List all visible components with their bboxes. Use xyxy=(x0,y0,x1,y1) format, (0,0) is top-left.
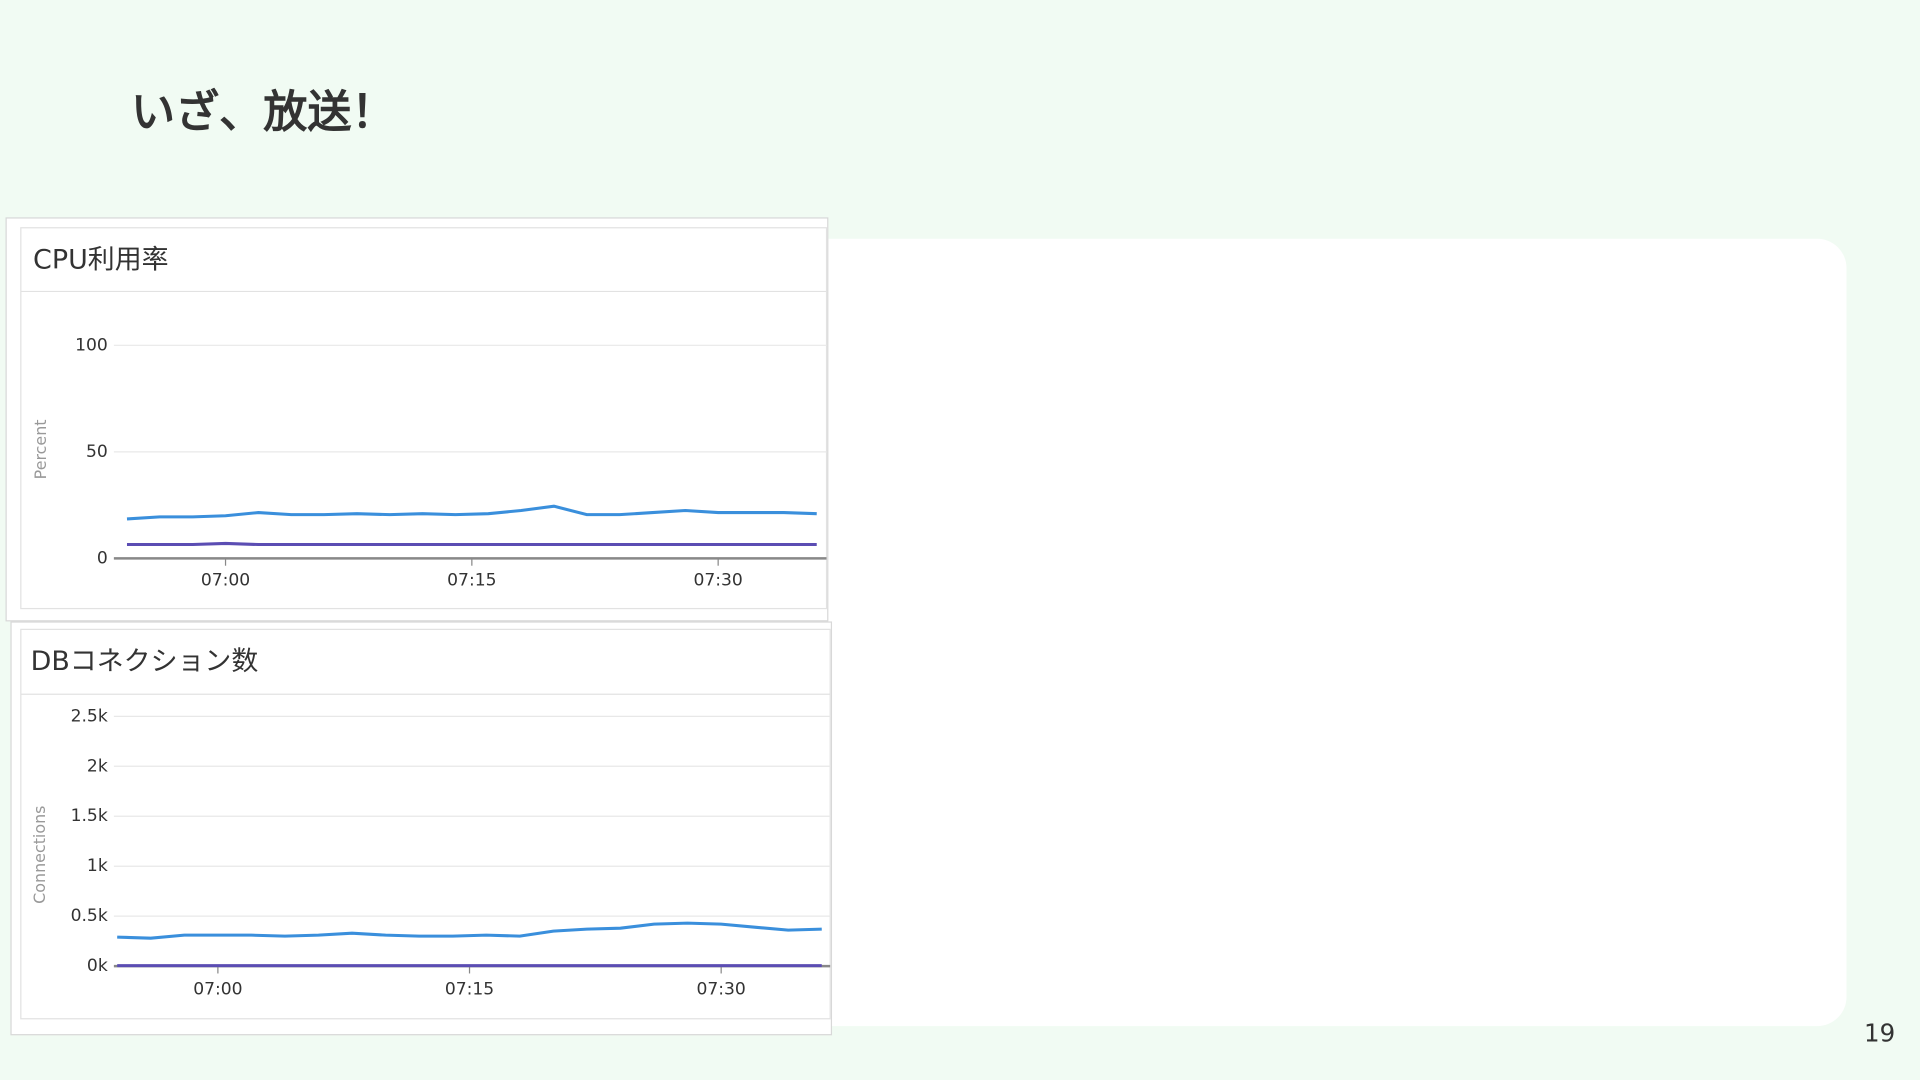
chart-frame xyxy=(20,227,828,610)
x-tick-label: 07:00 xyxy=(201,570,250,590)
x-tick-label: 07:15 xyxy=(445,979,494,999)
charts: CPU利用率 0 50 100 07:00 07:15 07:30 Percent DBコネクシ… xyxy=(5,217,833,1036)
x-tick-label: 07:00 xyxy=(193,979,242,999)
series-line xyxy=(117,921,822,940)
y-tick-label: 0.5k xyxy=(71,906,108,926)
series-line xyxy=(126,541,817,547)
slide-title: いざ、放送！ xyxy=(131,87,395,138)
y-tick-label: 2k xyxy=(87,756,108,776)
chart-title: DBコネクション数 xyxy=(31,646,259,677)
y-axis-label: Connections xyxy=(30,806,49,904)
chart-title: CPU利用率 xyxy=(33,244,169,275)
y-axis-label: Percent xyxy=(31,419,50,479)
y-tick-label: 0k xyxy=(87,956,108,976)
x-tick-label: 07:15 xyxy=(447,570,496,590)
y-tick-label: 1.5k xyxy=(71,806,108,826)
panel xyxy=(734,238,1847,1027)
x-tick-label: 07:30 xyxy=(693,570,742,590)
page-number: 19 xyxy=(1864,1019,1895,1048)
y-tick-label: 100 xyxy=(75,335,108,355)
y-tick-label: 1k xyxy=(87,856,108,876)
chart-frame xyxy=(20,628,831,1020)
series-line xyxy=(126,504,817,521)
x-tick-label: 07:30 xyxy=(696,979,745,999)
y-tick-label: 0 xyxy=(97,548,108,568)
y-tick-label: 2.5k xyxy=(71,706,108,726)
y-tick-label: 50 xyxy=(86,442,108,462)
